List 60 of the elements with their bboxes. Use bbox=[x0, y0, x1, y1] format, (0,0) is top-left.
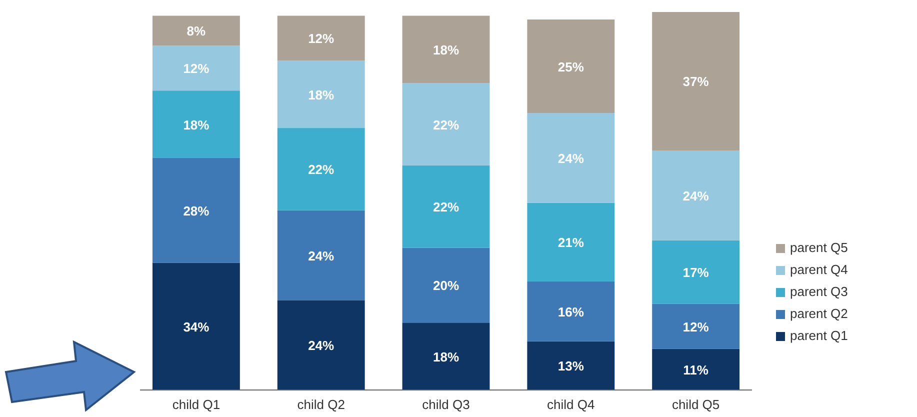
bar bbox=[152, 158, 240, 263]
data-label: 18% bbox=[308, 87, 335, 102]
data-label: 18% bbox=[432, 349, 460, 364]
bar bbox=[652, 240, 740, 304]
x-tick-label: child Q2 bbox=[297, 397, 345, 412]
data-label: 37% bbox=[682, 74, 710, 90]
data-label: 12% bbox=[308, 31, 335, 46]
x-tick-label: child Q3 bbox=[422, 397, 470, 412]
data-label: 18% bbox=[183, 117, 210, 132]
data-label: 21% bbox=[558, 235, 584, 250]
data-label: 22% bbox=[308, 162, 335, 178]
bar bbox=[152, 46, 240, 91]
bar bbox=[152, 90, 240, 158]
data-label: 24% bbox=[308, 338, 335, 354]
data-label: 13% bbox=[558, 358, 584, 374]
bar bbox=[402, 248, 490, 323]
data-label: 16% bbox=[558, 304, 584, 320]
bar bbox=[402, 16, 490, 84]
data-label: 18% bbox=[432, 42, 460, 58]
bar bbox=[277, 210, 365, 300]
data-label: 12% bbox=[183, 61, 210, 76]
bar bbox=[277, 300, 365, 390]
data-label: 28% bbox=[183, 203, 210, 218]
x-tick-label: child Q1 bbox=[172, 397, 220, 412]
data-label: 24% bbox=[682, 188, 710, 204]
bar bbox=[527, 19, 615, 114]
bar bbox=[527, 341, 615, 390]
legend-label: parent Q2 bbox=[790, 306, 848, 321]
bar bbox=[527, 281, 615, 342]
data-label: 11% bbox=[683, 362, 709, 378]
data-label: 17% bbox=[682, 265, 710, 280]
data-label: 22% bbox=[432, 117, 460, 132]
bar bbox=[527, 202, 615, 282]
data-label: 24% bbox=[308, 248, 335, 264]
legend-label: parent Q5 bbox=[790, 240, 848, 255]
bar bbox=[402, 83, 490, 166]
data-label: 22% bbox=[432, 200, 460, 215]
bar bbox=[402, 322, 490, 390]
bar bbox=[402, 165, 490, 248]
bar bbox=[152, 16, 240, 46]
legend-label: parent Q3 bbox=[790, 284, 848, 299]
bar bbox=[652, 304, 740, 349]
bar bbox=[277, 128, 365, 210]
bar bbox=[652, 12, 740, 150]
data-label: 25% bbox=[558, 59, 584, 74]
data-label: 12% bbox=[682, 319, 710, 334]
data-label: 34% bbox=[183, 319, 210, 334]
bar bbox=[527, 113, 615, 203]
bar bbox=[152, 262, 240, 390]
data-label: 24% bbox=[558, 150, 584, 166]
data-label: 20% bbox=[432, 278, 460, 294]
x-tick-label: child Q4 bbox=[547, 397, 595, 412]
bar bbox=[652, 150, 740, 240]
bar bbox=[277, 60, 365, 128]
bar bbox=[652, 348, 740, 390]
legend-label: parent Q4 bbox=[790, 262, 848, 277]
legend-label: parent Q1 bbox=[790, 328, 848, 343]
bar bbox=[277, 16, 365, 61]
data-label: 8% bbox=[186, 24, 206, 39]
x-tick-label: child Q5 bbox=[672, 397, 720, 412]
